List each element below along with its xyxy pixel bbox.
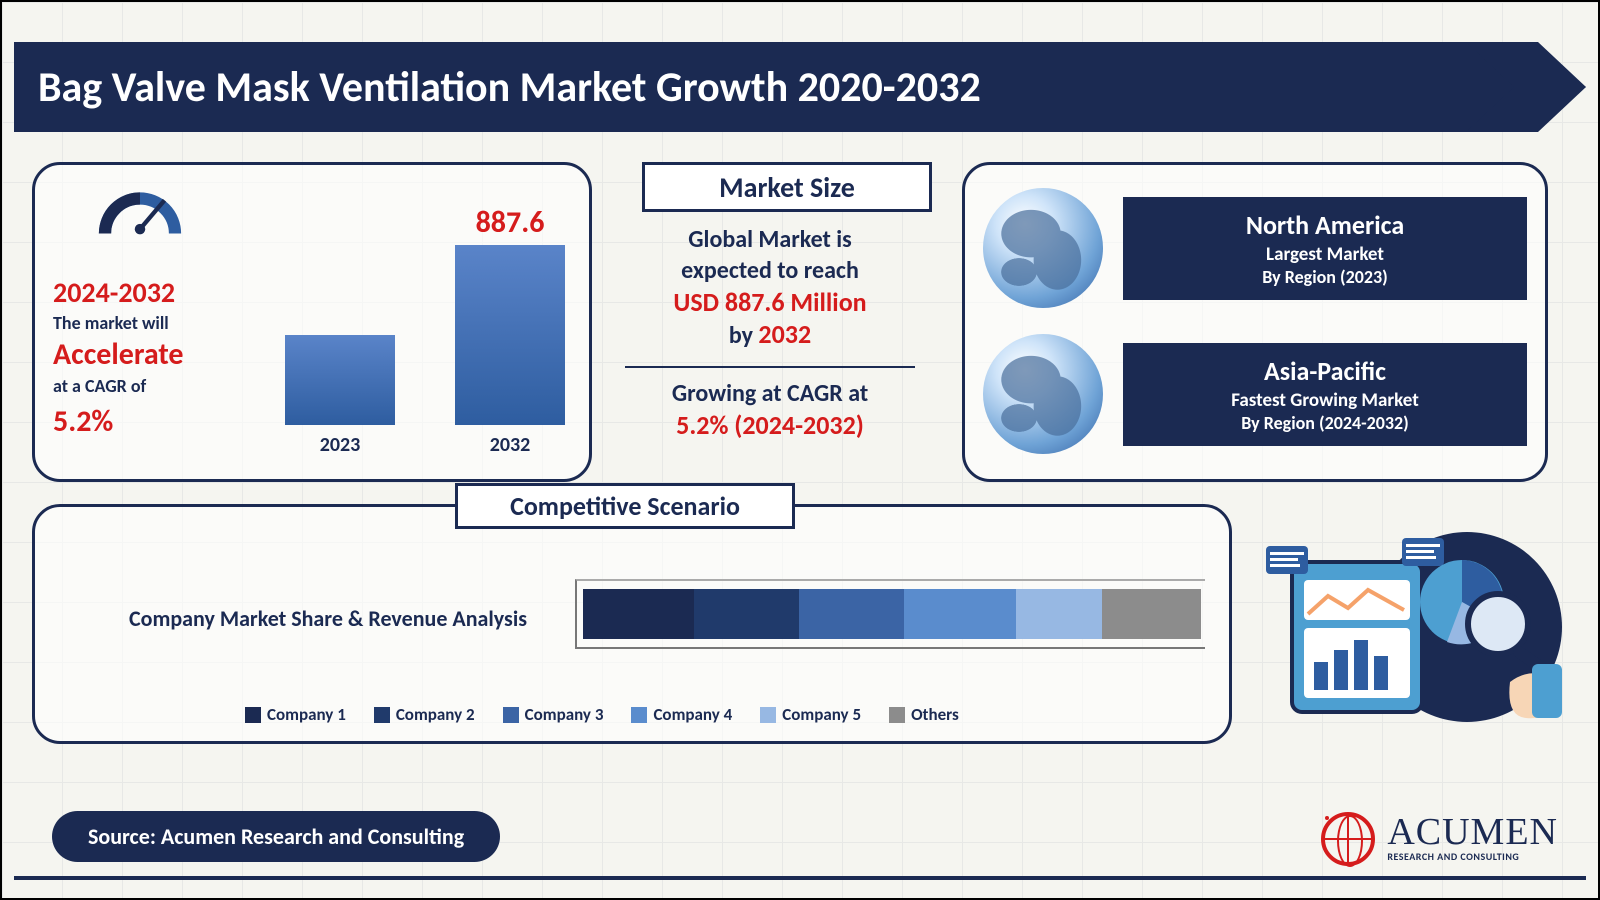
stacked-bar-axes [575, 579, 1205, 649]
analytics-icon [1252, 532, 1562, 732]
market-size-body: Global Market is expected to reach USD 8… [610, 224, 930, 441]
globe-icon [983, 334, 1103, 454]
ms-value: USD 887.6 Million [610, 286, 930, 318]
region-box: North AmericaLargest MarketBy Region (20… [1123, 197, 1527, 300]
legend-item: Others [889, 704, 959, 725]
competitive-subtitle: Company Market Share & Revenue Analysis [129, 605, 527, 632]
region-row: North AmericaLargest MarketBy Region (20… [983, 183, 1527, 313]
page-title: Bag Valve Mask Ventilation Market Growth… [38, 62, 981, 113]
stacked-segment [904, 589, 1015, 639]
competitive-card: Competitive Scenario Company Market Shar… [32, 504, 1232, 744]
regions-card: North AmericaLargest MarketBy Region (20… [962, 162, 1548, 482]
legend-swatch [631, 707, 647, 723]
accel-line2: at a CAGR of [53, 375, 253, 397]
legend-label: Others [911, 704, 959, 725]
ms-line2: expected to reach [610, 255, 930, 286]
gauge-icon [95, 181, 185, 251]
stacked-segment [694, 589, 799, 639]
legend-label: Company 3 [525, 704, 604, 725]
divider [625, 366, 915, 368]
legend-item: Company 5 [760, 704, 861, 725]
legend-item: Company 1 [245, 704, 346, 725]
accel-line1: The market will [53, 312, 253, 334]
logo-brand: ACUMEN [1387, 815, 1558, 849]
legend-label: Company 1 [267, 704, 346, 725]
competitive-title: Competitive Scenario [510, 490, 740, 522]
legend-item: Company 4 [631, 704, 732, 725]
title-bar: Bag Valve Mask Ventilation Market Growth… [14, 42, 1586, 132]
ms-growing: Growing at CAGR at [610, 378, 930, 409]
stacked-segment [799, 589, 904, 639]
accelerate-text-block: 2024-2032 The market will Accelerate at … [53, 275, 253, 440]
region-desc: Largest Market [1139, 243, 1511, 266]
bar [455, 245, 565, 425]
acumen-logo: ACUMEN RESEARCH AND CONSULTING [1321, 812, 1558, 866]
bar-value: 887.6 [445, 204, 575, 241]
source-label: Source: Acumen Research and Consulting [52, 811, 500, 862]
forecast-period: 2024-2032 [53, 275, 253, 310]
legend-swatch [503, 707, 519, 723]
legend-label: Company 2 [396, 704, 475, 725]
cagr-value: 5.2% [53, 403, 253, 440]
bottom-rule [14, 876, 1586, 880]
legend-item: Company 2 [374, 704, 475, 725]
legend-swatch [889, 707, 905, 723]
bar-label: 2023 [285, 433, 395, 457]
growth-card: 2024-2032 The market will Accelerate at … [32, 162, 592, 482]
region-row: Asia-PacificFastest Growing MarketBy Reg… [983, 329, 1527, 459]
ms-cagr: 5.2% (2024-2032) [610, 409, 930, 441]
legend-item: Company 3 [503, 704, 604, 725]
region-desc: Fastest Growing Market [1139, 389, 1511, 412]
region-name: Asia-Pacific [1139, 355, 1511, 387]
market-size-title-box: Market Size [642, 162, 932, 212]
logo-subtitle: RESEARCH AND CONSULTING [1387, 850, 1558, 863]
ms-by-prefix: by [729, 321, 759, 350]
ms-by-line: by 2032 [610, 318, 930, 351]
legend-swatch [374, 707, 390, 723]
accelerate-word: Accelerate [53, 336, 253, 373]
legend: Company 1 Company 2 Company 3 Company 4 Comp… [245, 704, 959, 725]
ms-line1: Global Market is [610, 224, 930, 255]
region-box: Asia-PacificFastest Growing MarketBy Reg… [1123, 343, 1527, 446]
ms-by-year: 2032 [758, 318, 811, 350]
stacked-segment [1016, 589, 1103, 639]
region-name: North America [1139, 209, 1511, 241]
legend-swatch [245, 707, 261, 723]
legend-label: Company 4 [653, 704, 732, 725]
region-period: By Region (2023) [1139, 266, 1511, 288]
stacked-segment [1102, 589, 1201, 639]
logo-globe-icon [1321, 812, 1375, 866]
competitive-title-box: Competitive Scenario [455, 483, 795, 529]
stacked-segment [583, 589, 694, 639]
legend-label: Company 5 [782, 704, 861, 725]
bar [285, 335, 395, 425]
market-size-title: Market Size [719, 170, 855, 205]
bar-label: 2032 [455, 433, 565, 457]
legend-swatch [760, 707, 776, 723]
bar-chart: 2023 2032 887.6 [265, 195, 575, 465]
globe-icon [983, 188, 1103, 308]
region-period: By Region (2024-2032) [1139, 412, 1511, 434]
stacked-bar [583, 589, 1201, 639]
